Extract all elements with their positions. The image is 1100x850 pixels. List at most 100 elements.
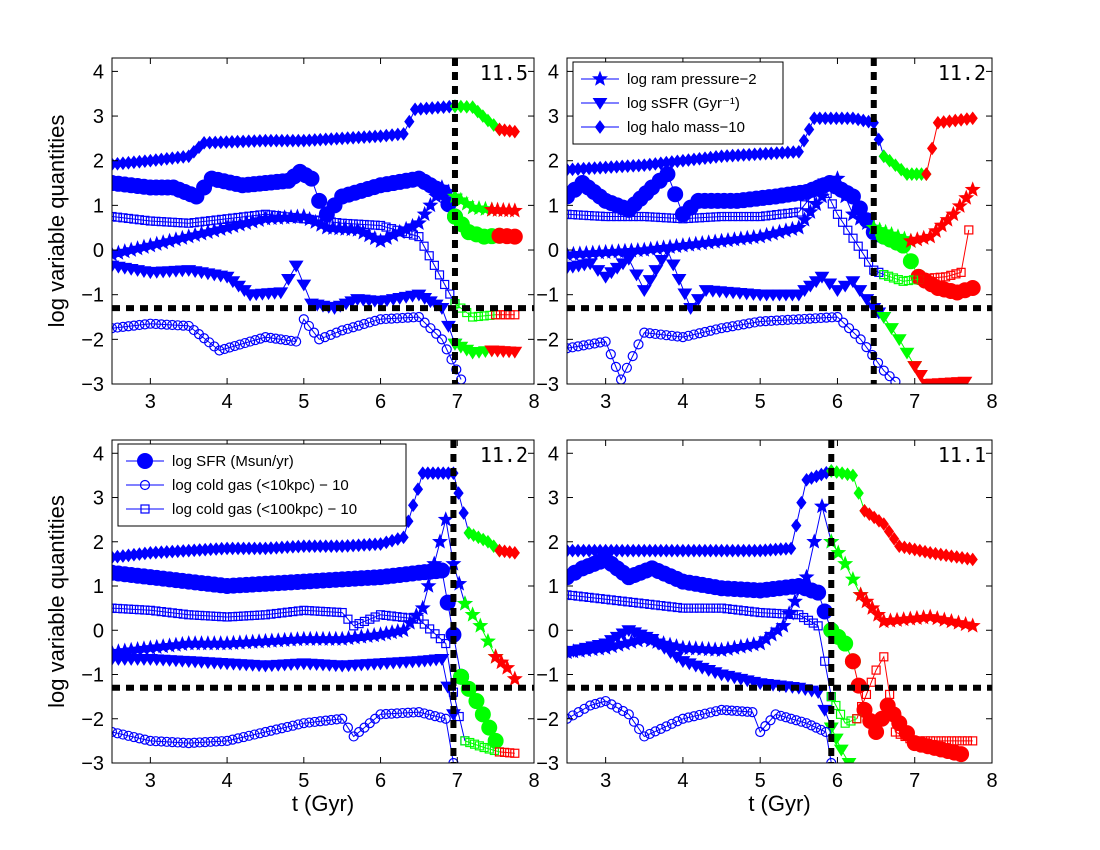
data-point [766,608,776,618]
data-point [716,211,727,222]
data-point [195,217,205,227]
x-tick-label: 8 [986,770,997,792]
data-point [853,486,864,500]
data-point [683,603,694,613]
data-point [578,210,589,220]
data-point [585,700,596,711]
data-point [205,736,216,747]
data-point [178,609,188,619]
data-point [957,736,967,746]
data-point [838,317,849,328]
data-point [705,603,716,613]
data-point [238,731,249,743]
data-point [219,343,230,355]
data-point [320,715,331,726]
data-point [495,310,506,320]
data-point [161,736,172,747]
data-point [650,600,660,610]
y-tick-label: 4 [93,443,104,465]
data-point [112,323,118,334]
data-point [716,704,727,716]
data-point [660,244,675,257]
data-point [331,327,342,338]
data-point [265,725,277,736]
data-point [509,124,520,139]
data-point [621,362,632,373]
data-point [793,314,804,325]
data-point [785,541,797,556]
y-tick-label: 3 [93,106,104,128]
y-tick-label: −3 [81,753,104,775]
data-point [820,656,830,666]
data-point [890,376,901,384]
data-point [956,267,966,277]
data-point [666,718,677,729]
data-point [677,288,693,301]
data-point [434,270,445,280]
data-point [359,318,370,330]
data-point [600,336,611,347]
data-point [930,273,940,283]
data-point [184,218,194,228]
data-point [814,271,830,284]
x-tick-label: 4 [222,770,233,792]
data-point [567,647,575,660]
data-point [435,634,445,644]
data-point [667,213,677,223]
data-point [408,230,419,240]
data-point [287,720,298,731]
data-point [814,188,830,204]
data-point [134,215,145,225]
data-point [456,595,473,611]
data-point [494,747,505,757]
data-point [830,544,847,560]
data-point [639,599,649,609]
panel-annotation: 11.2 [480,443,528,467]
data-point [578,340,589,351]
data-point [315,716,326,727]
data-point [832,311,843,323]
data-point [293,606,303,616]
data-point [747,707,758,718]
data-point [260,332,271,343]
data-point [123,730,134,741]
data-point [184,610,194,620]
data-point [919,274,929,284]
legend-label: log SFR (Msun/yr) [172,453,294,470]
data-point [672,331,683,342]
y-axis-label: log variable quantities [44,495,69,708]
data-point [299,605,309,615]
data-point [270,333,281,344]
data-point [761,608,771,618]
data-point [167,608,177,618]
data-point [656,601,666,611]
data-point [866,677,876,687]
plot-area [567,58,992,384]
data-point [506,228,523,245]
data-point [766,210,776,220]
data-point [221,735,233,746]
data-point [288,260,304,273]
data-point [688,329,700,340]
data-point [843,323,855,334]
data-point [642,275,658,287]
data-point [419,708,430,719]
y-tick-label: −1 [536,285,559,307]
x-tick-label: 7 [452,391,463,413]
data-point [397,312,408,324]
data-point [946,270,956,280]
data-point [808,195,825,212]
data-point [319,332,331,343]
data-point [468,693,485,710]
data-point [303,320,315,332]
data-point [808,618,818,628]
data-point [506,202,523,218]
data-point [139,479,151,491]
data-point [395,621,412,638]
data-point [891,334,907,347]
data-point [964,181,981,197]
data-point [291,336,302,347]
data-point [700,212,710,223]
data-point [183,737,194,749]
data-point [134,319,145,331]
